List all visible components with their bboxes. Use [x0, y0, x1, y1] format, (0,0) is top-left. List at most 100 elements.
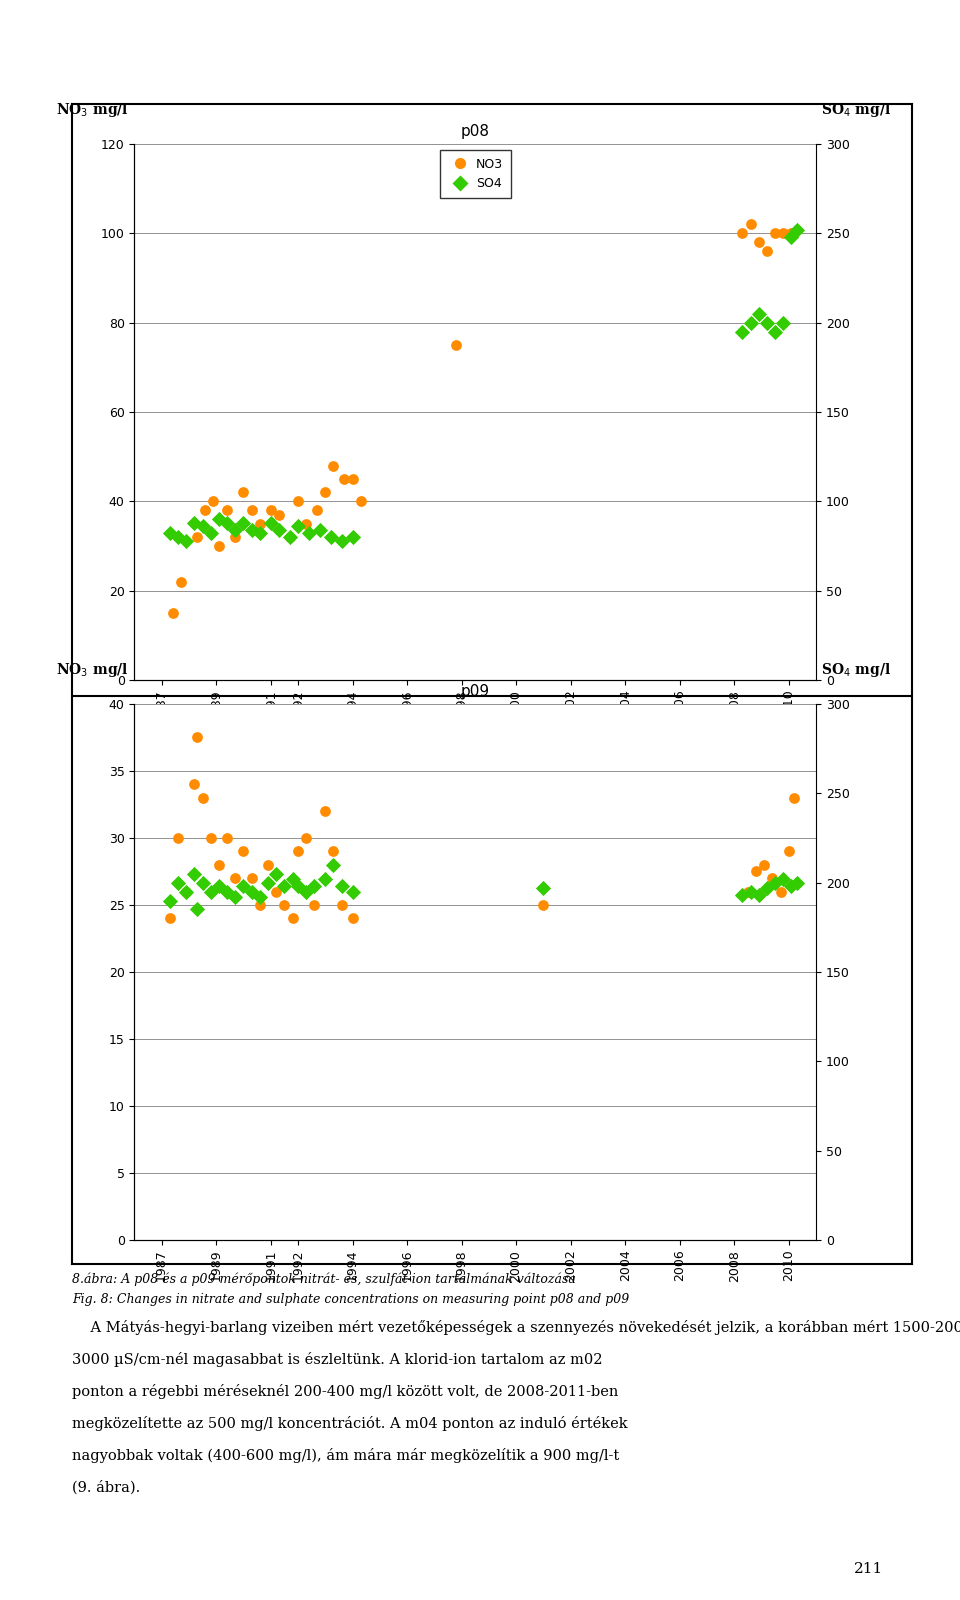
- Point: [220, 510, 235, 536]
- Point: [269, 861, 284, 886]
- Point: [195, 786, 210, 811]
- Point: [334, 893, 349, 918]
- Point: [272, 502, 287, 528]
- Point: [325, 838, 341, 864]
- Point: [536, 893, 551, 918]
- Point: [236, 838, 252, 864]
- Point: [773, 878, 788, 904]
- Point: [325, 851, 341, 877]
- Point: [781, 838, 797, 864]
- Text: A Mátyás-hegyi-barlang vizeiben mért vezetőképességek a szennyezés növekedését j: A Mátyás-hegyi-barlang vizeiben mért vez…: [72, 1320, 960, 1334]
- Point: [204, 826, 219, 851]
- Point: [285, 866, 300, 891]
- Point: [252, 520, 268, 546]
- Point: [290, 488, 305, 514]
- Point: [205, 488, 221, 514]
- Point: [306, 874, 322, 899]
- Legend: NO3, SO4: NO3, SO4: [440, 150, 511, 197]
- Point: [272, 517, 287, 542]
- Point: [312, 517, 327, 542]
- Point: [269, 878, 284, 904]
- Point: [734, 221, 750, 246]
- Point: [345, 878, 360, 904]
- Point: [165, 600, 180, 626]
- Point: [318, 480, 333, 506]
- Point: [734, 882, 750, 907]
- Point: [220, 878, 235, 904]
- Point: [189, 725, 204, 750]
- Point: [211, 874, 227, 899]
- Point: [345, 525, 360, 550]
- Point: [285, 906, 300, 931]
- Point: [162, 520, 178, 546]
- Text: (9. ábra).: (9. ábra).: [72, 1480, 140, 1494]
- Text: SO$_4$ mg/l: SO$_4$ mg/l: [821, 661, 891, 678]
- Point: [186, 771, 202, 797]
- Point: [751, 882, 766, 907]
- Point: [189, 525, 204, 550]
- Point: [743, 878, 758, 904]
- Point: [220, 826, 235, 851]
- Text: NO$_3$ mg/l: NO$_3$ mg/l: [56, 661, 129, 678]
- Point: [263, 498, 278, 523]
- Title: p08: p08: [461, 123, 490, 139]
- Point: [290, 874, 305, 899]
- Point: [252, 893, 268, 918]
- Text: 211: 211: [854, 1562, 883, 1576]
- Point: [244, 866, 259, 891]
- Point: [204, 878, 219, 904]
- Point: [252, 510, 268, 536]
- Point: [783, 221, 799, 246]
- Point: [195, 870, 210, 896]
- Point: [786, 786, 802, 811]
- Text: 3000 µS/cm-nél magasabbat is észleltünk. A klorid-ion tartalom az m02: 3000 µS/cm-nél magasabbat is észleltünk.…: [72, 1352, 603, 1366]
- Point: [309, 498, 324, 523]
- Point: [179, 878, 194, 904]
- Point: [740, 878, 756, 904]
- Text: NO$_3$ mg/l: NO$_3$ mg/l: [56, 101, 129, 118]
- Point: [299, 826, 314, 851]
- Point: [751, 301, 766, 326]
- Point: [318, 798, 333, 824]
- Point: [789, 870, 804, 896]
- Point: [162, 906, 178, 931]
- Point: [211, 851, 227, 877]
- Title: p09: p09: [461, 683, 490, 699]
- Point: [228, 866, 243, 891]
- Point: [173, 570, 188, 595]
- Point: [749, 859, 764, 885]
- Point: [759, 875, 775, 901]
- Point: [179, 878, 194, 904]
- Point: [353, 488, 369, 514]
- Point: [765, 866, 780, 891]
- Text: ponton a régebbi méréseknél 200-400 mg/l között volt, de 2008-2011-ben: ponton a régebbi méréseknél 200-400 mg/l…: [72, 1384, 618, 1398]
- Point: [170, 525, 185, 550]
- Point: [252, 885, 268, 910]
- Point: [743, 310, 758, 336]
- Point: [276, 874, 292, 899]
- Point: [282, 525, 298, 550]
- Point: [263, 510, 278, 536]
- Point: [334, 528, 349, 554]
- Point: [260, 851, 276, 877]
- Point: [244, 517, 259, 542]
- Point: [220, 498, 235, 523]
- Point: [244, 498, 259, 523]
- Point: [211, 533, 227, 558]
- Text: 8.ábra: A p08 és a p09 mérőpontok nitrát- és, szulfát-ion tartalmának változása: 8.ábra: A p08 és a p09 mérőpontok nitrát…: [72, 1272, 576, 1285]
- Point: [170, 826, 185, 851]
- Text: Fig. 8: Changes in nitrate and sulphate concentrations on measuring point p08 an: Fig. 8: Changes in nitrate and sulphate …: [72, 1293, 629, 1306]
- Text: SO$_4$ mg/l: SO$_4$ mg/l: [821, 101, 891, 118]
- Point: [767, 221, 782, 246]
- Point: [228, 517, 243, 542]
- Point: [334, 874, 349, 899]
- Point: [743, 211, 758, 237]
- Point: [236, 510, 252, 536]
- Point: [318, 866, 333, 891]
- Point: [337, 466, 352, 491]
- Point: [299, 878, 314, 904]
- Point: [170, 870, 185, 896]
- Point: [236, 874, 252, 899]
- Point: [751, 229, 766, 254]
- Point: [323, 525, 338, 550]
